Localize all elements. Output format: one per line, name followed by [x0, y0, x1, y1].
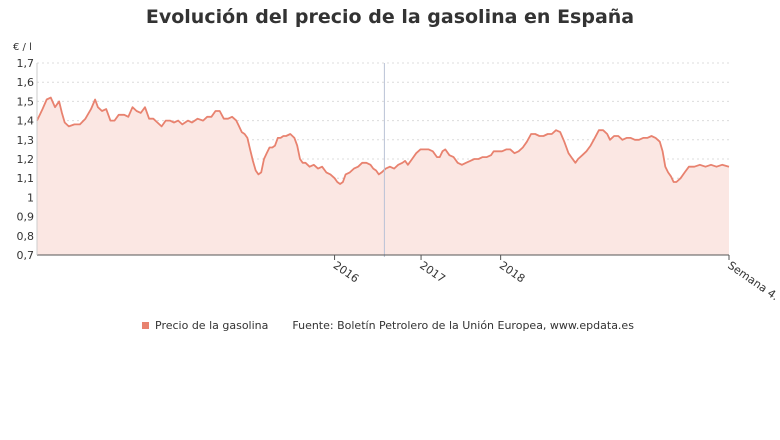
x-tick-label: 2018 [497, 259, 527, 286]
series-line-precio-gasolina [36, 96, 730, 185]
series-area [37, 97, 729, 255]
y-tick-label: 1,2 [17, 153, 35, 166]
y-tick-label: 1 [27, 191, 34, 204]
chart-title: Evolución del precio de la gasolina en E… [145, 6, 635, 28]
price-chart: 0,7 0,8 0,9 1 1,1 1,2 1,3 1,4 1,5 1,6 1,7 2016 2017 2… [17, 57, 780, 300]
y-tick-label: 1,5 [17, 95, 35, 108]
y-tick-label: 1,3 [17, 134, 35, 147]
y-tick-label: 1,6 [17, 76, 35, 89]
source-note: Fuente: Boletín Petrolero de la Unión Eu… [292, 319, 634, 332]
y-tick-label: 1,7 [17, 57, 35, 70]
x-tick-label: 2016 [331, 259, 361, 286]
legend-swatch-icon [142, 322, 149, 329]
y-tick-label: 0,7 [17, 249, 35, 262]
x-tick-label: Semana 4. [725, 259, 780, 300]
legend: Precio de la gasolina Fuente: Boletín Pe… [142, 319, 634, 332]
y-tick-label: 1,1 [17, 172, 35, 185]
legend-series-label: Precio de la gasolina [155, 319, 269, 332]
y-tick-label: 0,8 [17, 230, 35, 243]
y-axis-unit: € / l [13, 42, 32, 53]
y-tick-label: 0,9 [17, 211, 35, 224]
x-tick-label: 2017 [417, 259, 447, 286]
y-tick-label: 1,4 [17, 115, 35, 128]
